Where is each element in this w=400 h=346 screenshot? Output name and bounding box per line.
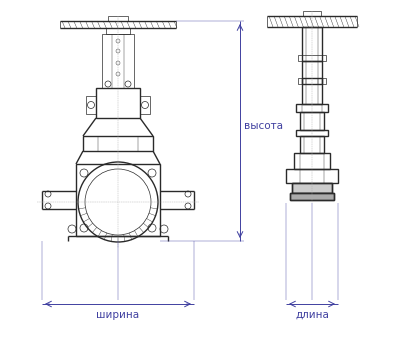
Bar [298,55,326,61]
Bar [303,11,321,16]
Bar [140,96,150,114]
Bar [292,183,332,193]
Text: высота: высота [244,121,283,131]
Bar [76,164,160,236]
Bar [302,61,322,84]
Bar [106,28,130,34]
Bar [300,136,324,153]
Bar [292,183,332,193]
Bar [96,88,140,118]
Bar [83,136,153,151]
Bar [290,193,334,200]
Bar [302,27,322,61]
Bar [86,96,96,114]
Bar [290,193,334,200]
Bar [298,78,326,84]
Bar [302,78,322,104]
Text: ширина: ширина [96,310,140,320]
Bar [286,169,338,183]
Bar [102,34,134,88]
Bar [108,16,128,21]
Bar [300,112,324,130]
Bar [294,153,330,169]
Bar [296,130,328,136]
Bar [296,104,328,112]
Text: длина: длина [295,310,329,320]
